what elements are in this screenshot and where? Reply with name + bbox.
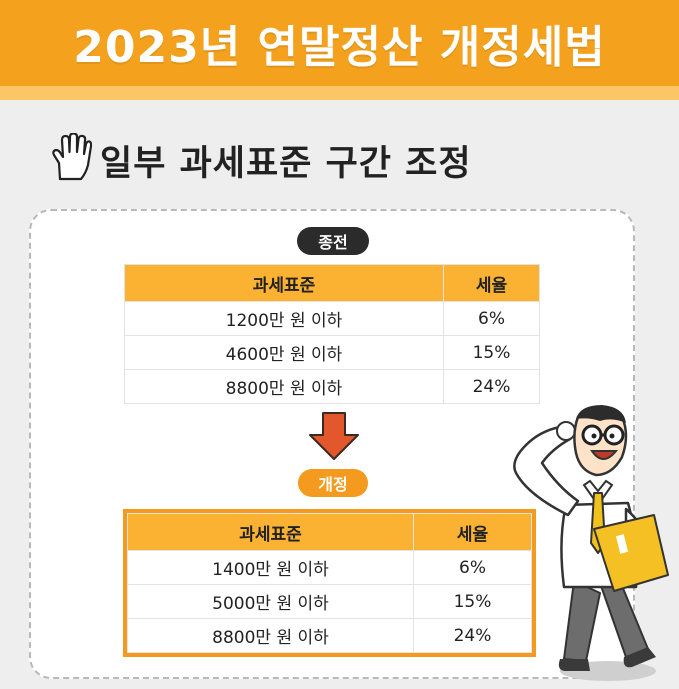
column-header: 과세표준 <box>127 513 414 551</box>
table-row: 8800만 원 이하 24% <box>127 618 532 653</box>
hand-icon <box>50 132 93 187</box>
down-arrow-icon <box>309 412 359 460</box>
table-cell: 1200만 원 이하 <box>124 301 444 336</box>
table-cell: 6% <box>413 550 532 585</box>
column-header: 과세표준 <box>124 264 444 302</box>
after-label: 개정 <box>298 469 368 497</box>
table-cell: 6% <box>443 301 540 336</box>
table-row: 4600만 원 이하 15% <box>124 335 540 370</box>
table-header-row: 과세표준 세율 <box>127 513 532 551</box>
table-row: 5000만 원 이하 15% <box>127 584 532 619</box>
table-row: 1200만 원 이하 6% <box>124 301 540 336</box>
character-illustration <box>513 405 669 681</box>
table-cell: 24% <box>443 369 540 404</box>
column-header: 세율 <box>443 264 540 302</box>
table-row: 1400만 원 이하 6% <box>127 550 532 585</box>
table-cell: 5000만 원 이하 <box>127 584 414 619</box>
table-cell: 24% <box>413 618 532 653</box>
before-label: 종전 <box>297 227 369 255</box>
table-cell: 8800만 원 이하 <box>127 618 414 653</box>
table-cell: 15% <box>443 335 540 370</box>
banner-stripe <box>0 86 679 100</box>
table-cell: 8800만 원 이하 <box>124 369 444 404</box>
before-table: 과세표준 세율 1200만 원 이하 6% 4600만 원 이하 15% 880… <box>124 264 540 404</box>
page-title: 2023년 연말정산 개정세법 <box>73 22 606 73</box>
table-cell: 1400만 원 이하 <box>127 550 414 585</box>
after-table-frame: 과세표준 세율 1400만 원 이하 6% 5000만 원 이하 15% 880… <box>123 509 536 657</box>
after-table: 과세표준 세율 1400만 원 이하 6% 5000만 원 이하 15% 880… <box>127 513 532 653</box>
table-header-row: 과세표준 세율 <box>124 264 540 302</box>
section-heading: 일부 과세표준 구간 조정 <box>50 130 472 190</box>
section-title: 일부 과세표준 구간 조정 <box>100 143 472 184</box>
table-row: 8800만 원 이하 24% <box>124 369 540 404</box>
title-banner <box>0 0 679 86</box>
table-cell: 4600만 원 이하 <box>124 335 444 370</box>
